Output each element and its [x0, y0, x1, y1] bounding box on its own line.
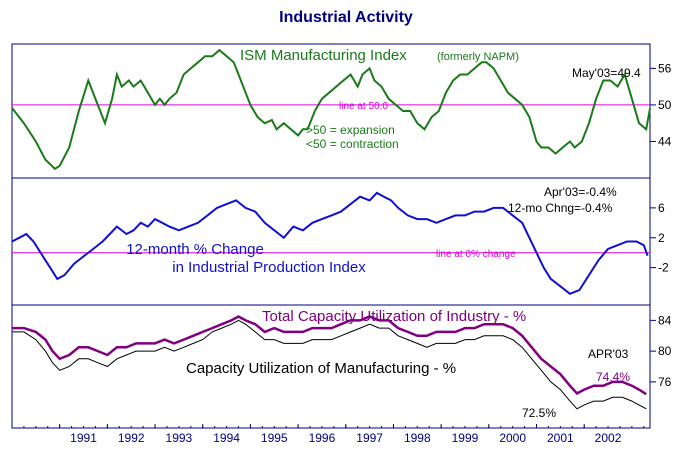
- x-tick-label: 1999: [452, 431, 479, 445]
- x-tick-label: 1991: [70, 431, 97, 445]
- ism-last-value: May'03=49.4: [572, 66, 641, 80]
- total-cu-series-line: [12, 315, 647, 396]
- ism-reference-label: line at 50.0: [339, 101, 388, 112]
- ism-note-expansion: >50 = expansion: [306, 123, 395, 137]
- y-tick-label: 76: [658, 375, 672, 389]
- cu-date-label: APR'03: [588, 347, 629, 361]
- x-tick-label: 2001: [547, 431, 574, 445]
- ip-panel-title: 12-month % Change: [126, 241, 264, 258]
- mfg-cu-series-line: [12, 319, 647, 410]
- ip-last-value: Apr'03=-0.4%: [544, 185, 617, 199]
- x-tick-label: 1995: [261, 431, 288, 445]
- x-tick-label: 1997: [356, 431, 383, 445]
- ism-series-line: [11, 48, 651, 171]
- y-tick-label: 2: [658, 231, 665, 245]
- mfg-cu-last-label: 72.5%: [522, 406, 556, 420]
- x-tick-label: 2000: [499, 431, 526, 445]
- x-tick-label: 1993: [166, 431, 193, 445]
- ism-panel-subtitle: (formerly NAPM): [437, 51, 519, 63]
- x-tick-label: 1992: [118, 431, 145, 445]
- ism-note-contraction: <50 = contraction: [306, 137, 399, 151]
- y-tick-label: 84: [658, 313, 672, 327]
- y-tick-label: 50: [658, 98, 672, 112]
- ip-series-line: [11, 191, 649, 295]
- total-cu-title: Total Capacity Utilization of Industry -…: [262, 308, 526, 325]
- ip-panel-subtitle: in Industrial Production Index: [172, 259, 366, 276]
- x-tick-label: 1998: [404, 431, 431, 445]
- x-tick-label: 2002: [595, 431, 622, 445]
- ism-panel-title: ISM Manufacturing Index: [240, 47, 407, 64]
- plot-frame: [11, 43, 651, 429]
- y-tick-label: 44: [658, 134, 672, 148]
- ip-reference-label: line at 0% change: [436, 249, 516, 260]
- x-tick-label: 1996: [309, 431, 336, 445]
- y-tick-label: 80: [658, 344, 672, 358]
- total-cu-last-label: 74.4%: [596, 370, 630, 384]
- mfg-cu-title: Capacity Utilization of Manufacturing - …: [186, 360, 456, 377]
- y-tick-label: 6: [658, 201, 665, 215]
- y-tick-label: -2: [658, 261, 669, 275]
- ip-chng-value: 12-mo Chng=-0.4%: [508, 201, 613, 215]
- chart-title: Industrial Activity: [279, 9, 413, 26]
- y-tick-label: 56: [658, 61, 672, 75]
- axis-ticks: 44 50 56 -2 2 6 76 80 84 1991 1992 1993 1994 1995 1996…: [11, 61, 672, 445]
- x-tick-label: 1994: [213, 431, 240, 445]
